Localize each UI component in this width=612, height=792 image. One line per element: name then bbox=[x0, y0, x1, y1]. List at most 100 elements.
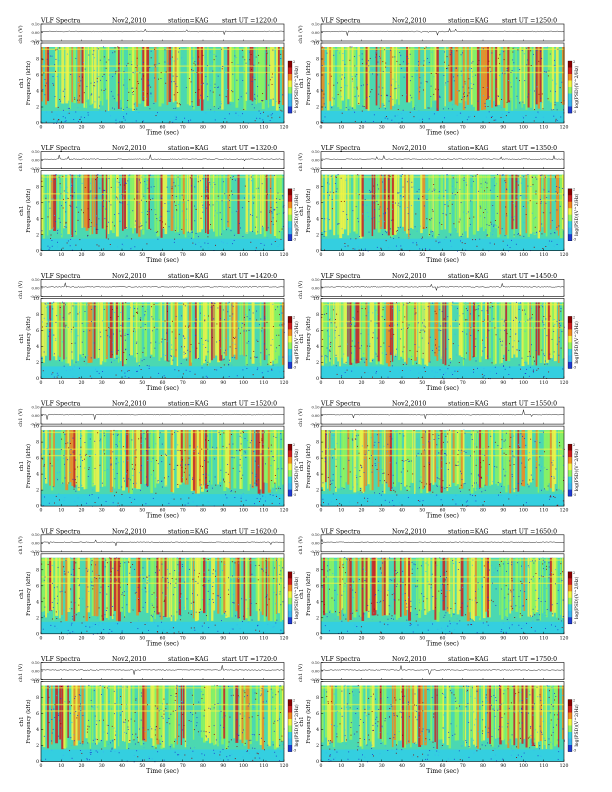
spectrogram-speckle bbox=[136, 57, 138, 59]
spectrogram-speckle bbox=[537, 368, 539, 370]
spectrogram-speckle bbox=[382, 473, 384, 474]
spectrogram-speckle bbox=[42, 321, 43, 323]
spectrogram-streak bbox=[172, 557, 175, 616]
spectrogram-speckle bbox=[240, 443, 242, 445]
spectrogram-speckle bbox=[347, 437, 349, 439]
spectrogram-streak bbox=[65, 430, 69, 491]
spectrogram-speckle bbox=[437, 467, 439, 469]
spectrogram-speckle bbox=[385, 66, 387, 68]
spectrogram-speckle bbox=[275, 488, 277, 490]
spectrogram-streak bbox=[472, 174, 476, 235]
spectrogram-speckle bbox=[141, 212, 143, 213]
spectrogram-streak bbox=[422, 430, 425, 490]
spectrogram-speckle bbox=[41, 63, 43, 65]
colorbar-label: log(PSD)(V^2/Hz) bbox=[573, 66, 580, 109]
spectrogram-speckle bbox=[390, 352, 392, 354]
spectrogram-speckle bbox=[148, 84, 150, 86]
time-xlabel: Time (sec) bbox=[426, 257, 459, 264]
spectrogram-speckle bbox=[448, 108, 450, 110]
spectrogram-speckle bbox=[518, 181, 520, 183]
spectrogram-speckle bbox=[396, 60, 398, 62]
spectrogram-speckle bbox=[99, 440, 101, 442]
spectrogram-speckle bbox=[51, 601, 53, 603]
spectrogram-speckle bbox=[173, 241, 175, 243]
spectrogram-speckle bbox=[206, 435, 208, 437]
spectrogram-speckle bbox=[520, 182, 522, 184]
spectrogram-speckle bbox=[164, 49, 166, 51]
spectrogram-speckle bbox=[464, 83, 466, 85]
time-xtick-label: 10 bbox=[58, 252, 64, 258]
spectrogram-speckle bbox=[111, 354, 113, 356]
spectrogram-streak bbox=[122, 302, 124, 367]
spectrogram-streak bbox=[107, 557, 110, 620]
spectrogram-speckle bbox=[492, 205, 494, 206]
spectrogram-speckle bbox=[181, 345, 183, 347]
spectrogram-speckle bbox=[554, 232, 556, 234]
spectrogram-speckle bbox=[209, 51, 211, 53]
spectrogram-speckle bbox=[249, 51, 251, 53]
spectrogram-speckle bbox=[400, 67, 402, 69]
spectrogram-speckle bbox=[115, 374, 117, 376]
spectrogram-speckle bbox=[329, 346, 331, 347]
time-xtick-label: 120 bbox=[560, 252, 569, 258]
spectrogram-speckle bbox=[406, 485, 408, 487]
spectrogram-speckle bbox=[184, 504, 186, 506]
spectrogram-speckle bbox=[239, 464, 241, 466]
spectrogram-speckle bbox=[446, 178, 448, 180]
spectrogram-speckle bbox=[499, 63, 501, 65]
spectrogram-speckle bbox=[398, 87, 400, 89]
spectrogram-streak bbox=[49, 430, 51, 486]
colorbar-segment bbox=[568, 348, 572, 356]
spectrogram-speckle bbox=[432, 491, 434, 493]
spectrogram-speckle bbox=[198, 242, 200, 244]
spectrogram-speckle bbox=[452, 104, 453, 106]
spectrogram-speckle bbox=[484, 347, 486, 348]
spectrogram-speckle bbox=[542, 248, 544, 250]
spectrogram-speckle bbox=[457, 75, 459, 77]
spectrogram-line bbox=[41, 431, 284, 434]
spectrogram-speckle bbox=[391, 328, 393, 330]
spectrogram-speckle bbox=[555, 200, 557, 202]
spectrogram-streak bbox=[353, 174, 356, 232]
spectrogram-line bbox=[41, 304, 284, 306]
spectrogram-speckle bbox=[74, 479, 76, 480]
spectrogram-speckle bbox=[456, 114, 458, 116]
spectrogram-streak bbox=[45, 557, 48, 618]
spectrogram-speckle bbox=[483, 501, 485, 503]
spectrogram-streak bbox=[61, 302, 63, 362]
spectrogram-speckle bbox=[482, 95, 484, 97]
spectrogram-speckle bbox=[195, 91, 197, 93]
spectrogram-streak bbox=[49, 302, 52, 361]
spectrogram-speckle bbox=[331, 208, 333, 210]
spectrogram-speckle bbox=[478, 315, 480, 317]
spectrogram-speckle bbox=[556, 504, 558, 506]
panel-station: station=KAG bbox=[168, 18, 209, 25]
spectrogram-speckle bbox=[206, 240, 208, 242]
time-xtick-label: 100 bbox=[239, 380, 248, 386]
spectrogram-speckle bbox=[187, 464, 189, 466]
spectrogram-speckle bbox=[468, 350, 470, 352]
spectrogram-speckle bbox=[118, 213, 120, 215]
spectrogram-speckle bbox=[336, 499, 338, 501]
spectrogram-speckle bbox=[329, 343, 331, 345]
spectrogram-speckle bbox=[447, 205, 449, 207]
spectrogram-line bbox=[321, 193, 564, 195]
spectrogram-speckle bbox=[278, 487, 280, 489]
spectrogram-streak bbox=[172, 47, 175, 103]
spectrogram-panel: VLF Spectra Nov2,2010 station=KAG start UT … bbox=[17, 528, 300, 647]
spectrogram-speckle bbox=[202, 599, 203, 601]
spectrogram-speckle bbox=[456, 354, 458, 356]
spectrogram-speckle bbox=[267, 363, 269, 365]
freq-ytick-label: 0 bbox=[316, 121, 319, 127]
spectrogram-speckle bbox=[501, 344, 503, 346]
spectrogram-speckle bbox=[103, 190, 105, 192]
spectrogram-speckle bbox=[200, 94, 202, 96]
spectrogram-speckle bbox=[71, 351, 73, 353]
spectrogram-speckle bbox=[192, 477, 194, 479]
spectrogram-speckle bbox=[61, 590, 63, 592]
spectrogram-speckle bbox=[261, 332, 263, 334]
spectrogram-speckle bbox=[468, 87, 470, 89]
spectrogram-streak bbox=[81, 47, 85, 104]
spectrogram-speckle bbox=[79, 175, 81, 177]
spectrogram-speckle bbox=[525, 313, 526, 315]
